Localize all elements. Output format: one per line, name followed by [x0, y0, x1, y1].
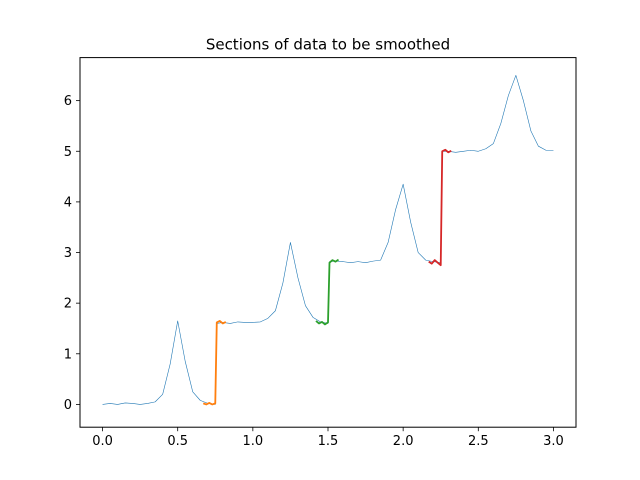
y-tick-label: 3 [64, 246, 72, 261]
series-layer [102, 75, 554, 406]
series-line-2 [315, 258, 340, 326]
series-line-3 [428, 148, 452, 267]
y-tick-label: 4 [64, 195, 72, 210]
plot-frame [79, 57, 577, 428]
x-tick-label: 2.0 [393, 434, 414, 449]
y-tick-label: 6 [64, 94, 72, 109]
x-tick-label: 1.0 [243, 434, 264, 449]
y-tick-label: 1 [64, 347, 72, 362]
y-tick-label: 0 [64, 398, 72, 413]
x-tick-label: 0.5 [167, 434, 188, 449]
series-line-0 [102, 75, 554, 405]
x-tick-label: 3.0 [543, 434, 564, 449]
y-tick-label: 2 [64, 297, 72, 312]
x-tick-label: 2.5 [468, 434, 489, 449]
chart-title: Sections of data to be smoothed [206, 36, 450, 54]
x-tick-label: 1.5 [318, 434, 339, 449]
x-tick-label: 0.0 [92, 434, 113, 449]
x-axis: 0.0 0.5 1.0 1.5 2.0 2.5 3.0 [92, 427, 564, 449]
y-tick-label: 5 [64, 145, 72, 160]
series-line-1 [202, 319, 227, 406]
y-axis: 0 1 2 3 4 5 6 [64, 94, 80, 413]
